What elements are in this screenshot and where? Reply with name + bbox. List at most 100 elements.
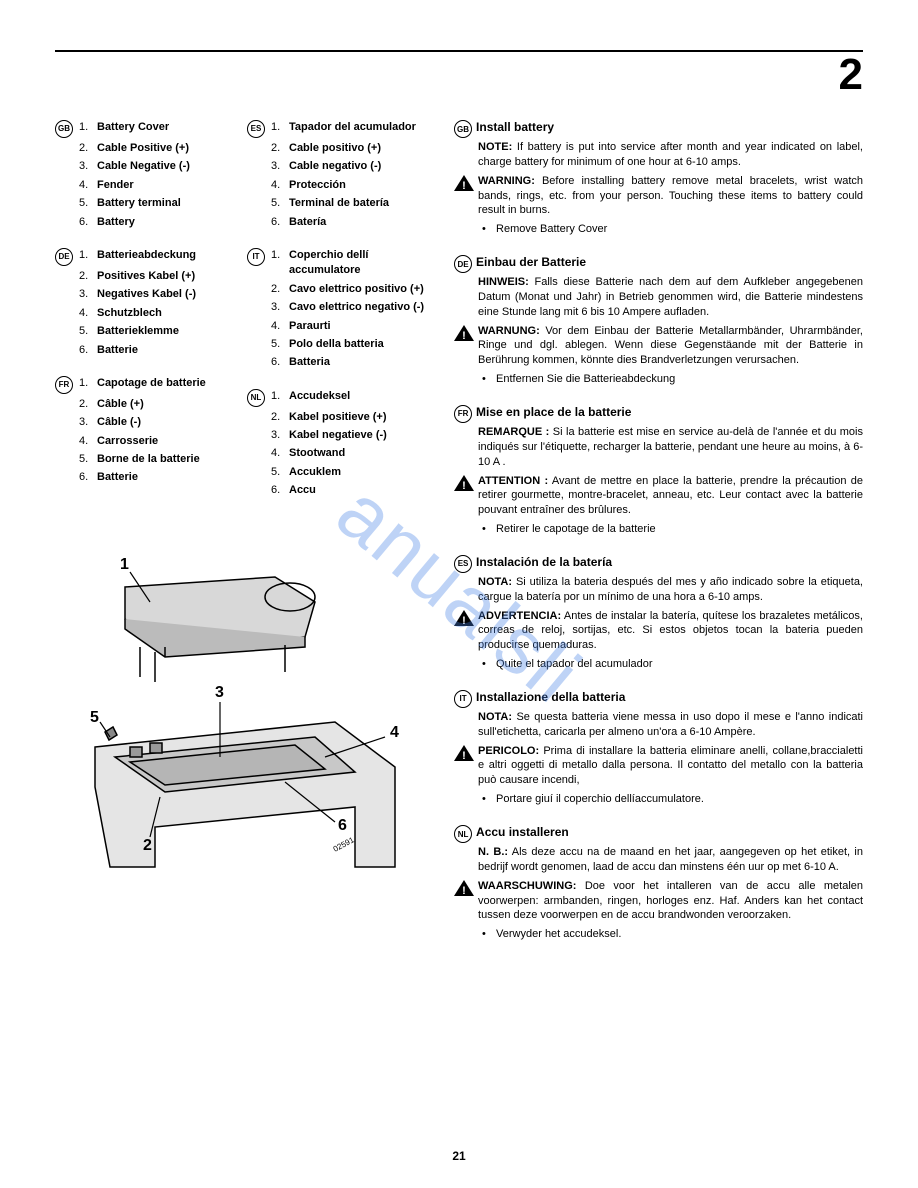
note-label: REMARQUE : [478, 426, 549, 438]
install-title-it: Installazione della batteria [476, 690, 625, 704]
part-label: Schutzblech [97, 306, 235, 321]
svg-text:!: ! [462, 180, 466, 191]
parts-block-nl: NL1.Accudeksel 2.Kabel positieve (+) 3.K… [247, 389, 427, 499]
part-label: Borne de la batterie [97, 452, 235, 467]
part-label: Batterie [97, 343, 235, 358]
bullet-icon: • [482, 522, 496, 537]
part-num: 1. [79, 120, 97, 135]
part-num: 3. [271, 159, 289, 174]
warning-icon: ! [454, 745, 474, 761]
part-label: Cable negativo (-) [289, 159, 427, 174]
part-num: 3. [79, 415, 97, 430]
diagram-label-5: 5 [90, 709, 99, 726]
part-label: Coperchio dellí accumulatore [289, 248, 427, 279]
part-label: Battery [97, 215, 235, 230]
warning-icon: ! [454, 475, 474, 491]
diagram-svg: 1 3 4 5 6 2 02591 [55, 547, 415, 877]
part-num: 2. [271, 410, 289, 425]
svg-text:!: ! [462, 750, 466, 761]
warn-label: PERICOLO: [478, 745, 539, 757]
part-label: Terminal de batería [289, 196, 427, 211]
section-number: 2 [55, 50, 863, 100]
bullet-text: Retirer le capotage de la batterie [496, 522, 656, 537]
svg-text:!: ! [462, 480, 466, 491]
part-label: Kabel positieve (+) [289, 410, 427, 425]
bullet-text: Verwyder het accudeksel. [496, 927, 621, 942]
note-label: NOTA: [478, 711, 512, 723]
page-number: 21 [452, 1149, 465, 1163]
note-label: N. B.: [478, 846, 508, 858]
part-label: Accuklem [289, 465, 427, 480]
lang-badge-it: IT [247, 248, 265, 266]
diagram-code: 02591 [332, 835, 356, 854]
install-title-nl: Accu installeren [476, 825, 569, 839]
part-num: 3. [79, 287, 97, 302]
install-block-nl: NLAccu installeren N. B.: Als deze accu … [454, 825, 863, 942]
part-label: Câble (-) [97, 415, 235, 430]
part-num: 1. [271, 248, 289, 263]
part-label: Batterieabdeckung [97, 248, 235, 263]
part-num: 4. [79, 178, 97, 193]
note-label: NOTA: [478, 576, 512, 588]
part-label: Positives Kabel (+) [97, 269, 235, 284]
install-block-it: IT Installazione della batteria NOTA: Se … [454, 690, 863, 807]
part-label: Battery terminal [97, 196, 235, 211]
part-num: 2. [271, 282, 289, 297]
part-label: Câble (+) [97, 397, 235, 412]
lang-badge-fr2: FR [454, 405, 472, 423]
part-num: 5. [271, 465, 289, 480]
part-num: 4. [271, 319, 289, 334]
parts-block-it: IT1.Coperchio dellí accumulatore 2.Cavo … [247, 248, 427, 371]
lang-badge-it2: IT [454, 690, 472, 708]
lang-badge-de: DE [55, 248, 73, 266]
bullet-icon: • [482, 657, 496, 672]
install-block-fr: FR Mise en place de la batterie REMARQUE … [454, 405, 863, 537]
part-label: Cable positivo (+) [289, 141, 427, 156]
part-num: 5. [271, 196, 289, 211]
warn-label: WAARSCHUWING: [478, 880, 576, 892]
install-title-fr: Mise en place de la batterie [476, 405, 631, 419]
parts-block-de: DE1.Batterieabdeckung 2.Positives Kabel … [55, 248, 235, 358]
part-num: 6. [271, 355, 289, 370]
part-label: Accudeksel [289, 389, 427, 404]
diagram-label-4: 4 [390, 724, 399, 741]
part-num: 3. [271, 300, 289, 315]
lang-badge-de2: DE [454, 255, 472, 273]
parts-block-es: ES1.Tapador del acumulador 2.Cable posit… [247, 120, 427, 230]
parts-block-gb: GB1.Battery Cover 2.Cable Positive (+) 3… [55, 120, 235, 230]
part-num: 2. [79, 397, 97, 412]
bullet-text: Portare giuí il coperchio dellíaccumulat… [496, 792, 704, 807]
part-num: 6. [79, 215, 97, 230]
part-label: Carrosserie [97, 434, 235, 449]
part-num: 6. [271, 215, 289, 230]
note-text: Als deze accu na de maand en het jaar, a… [478, 846, 863, 873]
note-text: If battery is put into service after mon… [478, 141, 863, 168]
part-label: Polo della batteria [289, 337, 427, 352]
bullet-icon: • [482, 372, 496, 387]
part-label: Protección [289, 178, 427, 193]
bullet-text: Quite el tapador del acumulador [496, 657, 653, 672]
parts-column-1: GB1.Battery Cover 2.Cable Positive (+) 3… [55, 120, 235, 517]
lang-badge-gb: GB [55, 120, 73, 138]
warning-icon: ! [454, 880, 474, 896]
part-num: 4. [79, 306, 97, 321]
lang-badge-es: ES [247, 120, 265, 138]
install-title-de: Einbau der Batterie [476, 255, 586, 269]
part-num: 5. [271, 337, 289, 352]
note-label: HINWEIS: [478, 276, 529, 288]
diagram-label-6: 6 [338, 817, 347, 834]
part-label: Accu [289, 483, 427, 498]
bullet-icon: • [482, 792, 496, 807]
install-block-es: ESInstalación de la batería NOTA: Si uti… [454, 555, 863, 672]
bullet-icon: • [482, 927, 496, 942]
install-title-gb: Install battery [476, 120, 554, 134]
lang-badge-es2: ES [454, 555, 472, 573]
part-num: 2. [79, 141, 97, 156]
note-text: Se questa batteria viene messa in uso do… [478, 711, 863, 738]
part-num: 1. [79, 376, 97, 391]
part-label: Batteria [289, 355, 427, 370]
part-num: 2. [271, 141, 289, 156]
part-num: 6. [271, 483, 289, 498]
warn-text: Before installing battery remove metal b… [478, 175, 863, 217]
part-label: Stootwand [289, 446, 427, 461]
